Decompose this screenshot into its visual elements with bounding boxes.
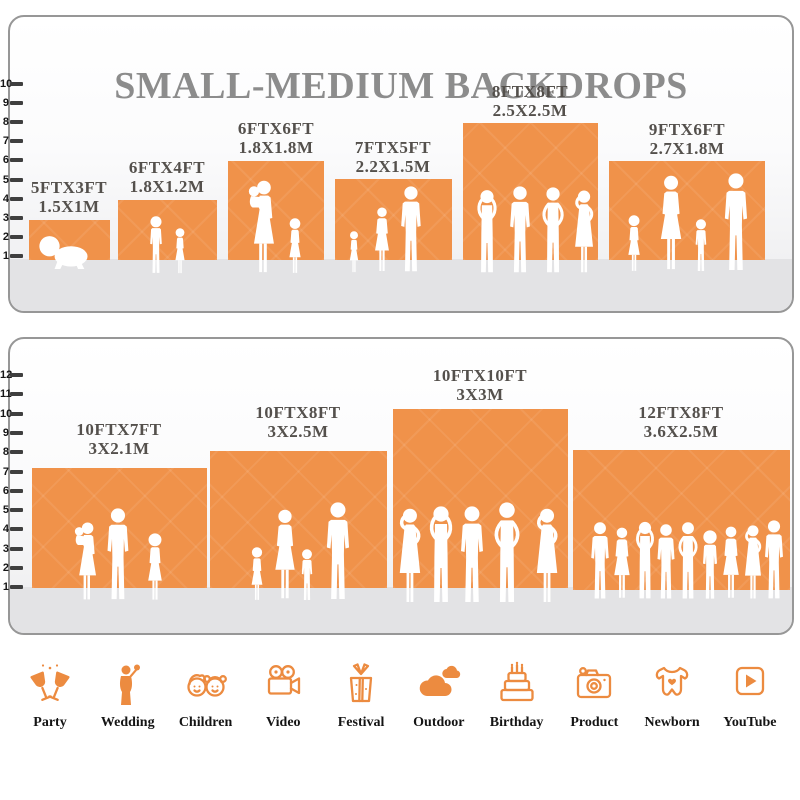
size-ft: 7FTX5FT	[354, 138, 432, 157]
category-festival: Festival	[323, 660, 399, 731]
category-wedding: Wedding	[90, 660, 166, 731]
backdrop-rect-6ftx4ft	[118, 200, 217, 260]
category-label: Newborn	[644, 715, 700, 730]
backdrop-rect-7ftx5ft	[335, 179, 452, 260]
backdrop-rect-10ftx8ft	[210, 451, 387, 588]
size-m: 3X2.5M	[267, 422, 329, 441]
backdrop-label-9ftx6ft: 9FTX6FT 2.7X1.8M	[649, 120, 725, 158]
children-icon	[186, 674, 227, 697]
outdoor-icon	[419, 665, 461, 696]
floor-strip	[10, 587, 792, 633]
category-outdoor: Outdoor	[401, 660, 477, 731]
size-m: 2.7X1.8M	[649, 139, 725, 158]
category-newborn: Newborn	[634, 660, 710, 731]
category-label: Video	[266, 715, 301, 730]
size-m: 3X3M	[456, 385, 504, 404]
size-ft: 12FTX8FT	[638, 403, 724, 422]
size-ft: 10FTX7FT	[76, 420, 162, 439]
video-icon	[268, 665, 301, 695]
category-party: Party	[12, 660, 88, 731]
festival-icon	[349, 663, 373, 703]
youtube-icon	[735, 666, 765, 696]
category-row: Party Wedding	[12, 660, 788, 731]
size-m: 3X2.1M	[88, 439, 150, 458]
newborn-icon	[655, 666, 689, 696]
party-icon	[30, 664, 70, 701]
category-label: Product	[570, 715, 619, 730]
size-m: 1.8X1.8M	[238, 138, 314, 157]
size-ft: 10FTX8FT	[255, 403, 341, 422]
size-ft: 9FTX6FT	[648, 120, 726, 139]
category-label: Wedding	[100, 715, 155, 730]
category-label: Outdoor	[413, 715, 465, 730]
backdrop-rect-10ftx10ft	[393, 409, 568, 588]
backdrop-label-12ftx8ft: 12FTX8FT 3.6X2.5M	[638, 403, 723, 441]
backdrop-label-10ftx7ft: 10FTX7FT 3X2.1M	[76, 420, 161, 458]
category-label: Children	[178, 715, 233, 730]
backdrop-label-10ftx8ft: 10FTX8FT 3X2.5M	[255, 403, 340, 441]
category-youtube: YouTube	[712, 660, 788, 731]
backdrop-label-7ftx5ft: 7FTX5FT 2.2X1.5M	[355, 138, 431, 176]
size-m: 1.8X1.2M	[129, 177, 205, 196]
backdrop-rect-5ftx3ft	[29, 220, 110, 260]
size-ft: 6FTX6FT	[237, 119, 315, 138]
category-label: Festival	[337, 715, 385, 730]
size-ft: 5FTX3FT	[30, 178, 108, 197]
backdrop-label-10ftx10ft: 10FTX10FT 3X3M	[433, 366, 527, 404]
backdrop-label-6ftx4ft: 6FTX4FT 1.8X1.2M	[129, 158, 205, 196]
product-icon	[577, 667, 612, 699]
size-m: 3.6X2.5M	[643, 422, 719, 441]
wedding-icon	[119, 664, 140, 705]
backdrop-rect-9ftx6ft	[609, 161, 765, 260]
category-children: Children	[168, 660, 244, 731]
category-label: YouTube	[723, 715, 777, 730]
size-ft: 8FTX8FT	[491, 82, 569, 101]
birthday-icon	[499, 661, 534, 702]
size-m: 2.5X2.5M	[492, 101, 568, 120]
backdrop-label-6ftx6ft: 6FTX6FT 1.8X1.8M	[238, 119, 314, 157]
category-video: Video	[245, 660, 321, 731]
size-m: 1.5X1M	[38, 197, 100, 216]
backdrop-label-8ftx8ft: 8FTX8FT 2.5X2.5M	[492, 82, 568, 120]
category-label: Party	[33, 715, 67, 730]
backdrop-rect-10ftx7ft	[32, 468, 207, 588]
backdrop-label-5ftx3ft: 5FTX3FT 1.5X1M	[31, 178, 107, 216]
category-birthday: Birthday	[479, 660, 555, 731]
backdrop-rect-6ftx6ft	[228, 161, 324, 260]
category-product: Product	[556, 660, 632, 731]
floor-strip	[10, 259, 792, 311]
backdrop-rect-8ftx8ft	[463, 123, 598, 260]
backdrop-rect-12ftx8ft	[573, 450, 790, 590]
size-m: 2.2X1.5M	[355, 157, 431, 176]
size-ft: 10FTX10FT	[432, 366, 528, 385]
page-title: SMALL-MEDIUM BACKDROPS	[114, 65, 688, 108]
category-label: Birthday	[489, 715, 544, 730]
size-ft: 6FTX4FT	[128, 158, 206, 177]
